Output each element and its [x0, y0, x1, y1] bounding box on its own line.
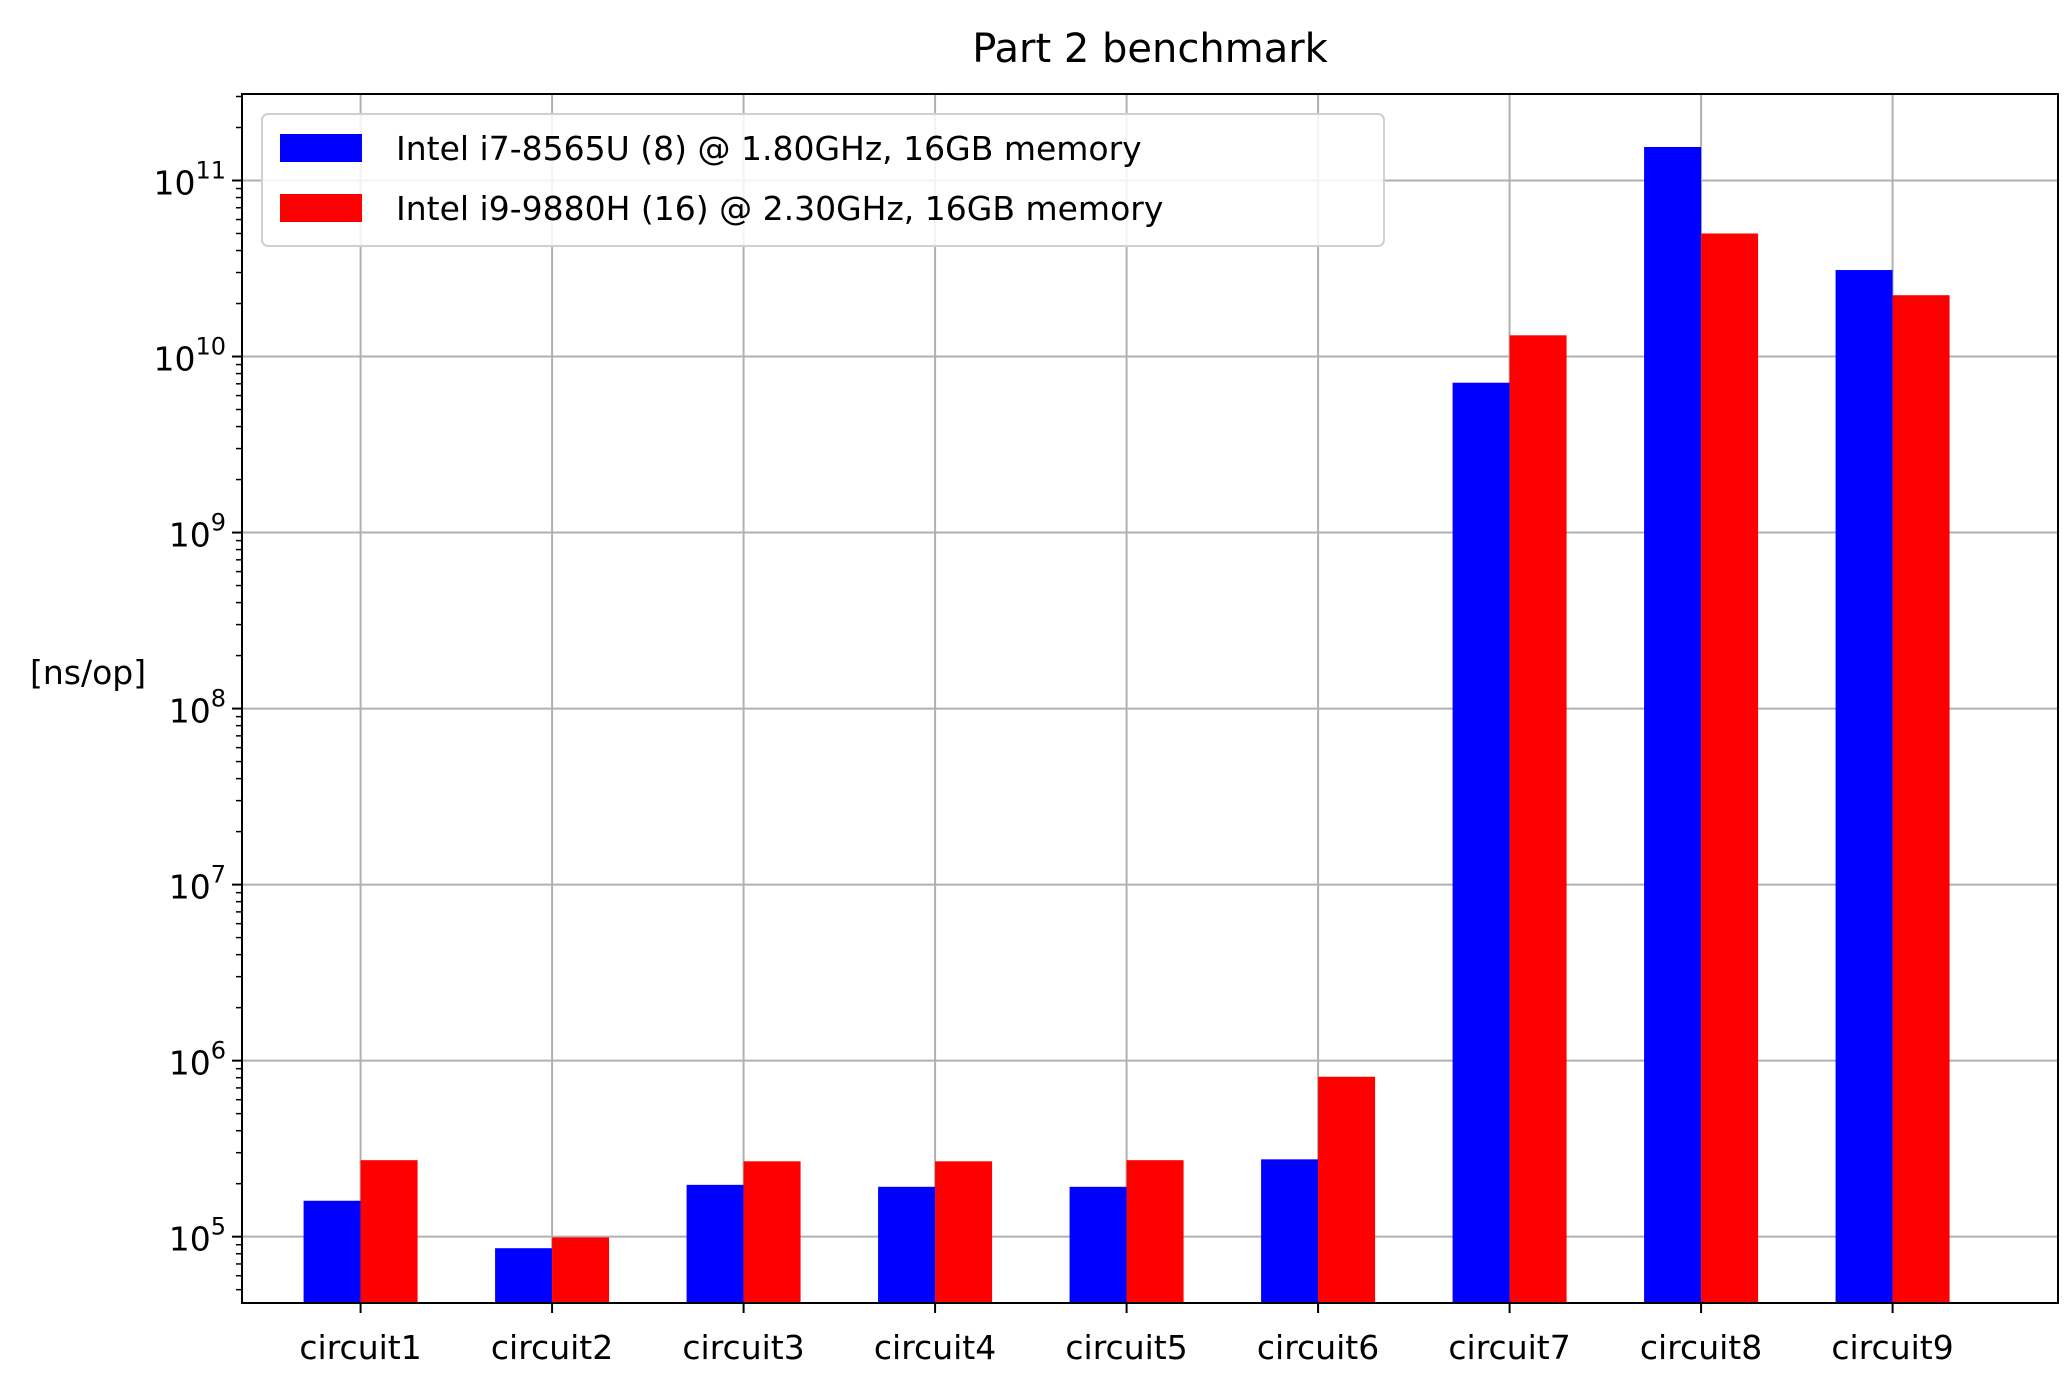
- legend: Intel i7-8565U (8) @ 1.80GHz, 16GB memor…: [261, 113, 1385, 247]
- x-tick-label: circuit1: [299, 1328, 421, 1367]
- bar-circuit4-series-1: [878, 1186, 936, 1303]
- bar-circuit6-series-1: [1261, 1159, 1319, 1303]
- bar-circuit8-series-2: [1701, 233, 1759, 1303]
- bar-circuit5-series-2: [1126, 1160, 1184, 1303]
- y-tick-label: 106: [169, 1037, 226, 1083]
- bar-circuit1-series-2: [360, 1160, 418, 1303]
- bar-circuit7-series-1: [1452, 382, 1510, 1303]
- x-tick-label: circuit8: [1640, 1328, 1762, 1367]
- bar-circuit3-series-1: [686, 1184, 744, 1303]
- legend-swatch-1: [280, 134, 362, 162]
- y-tick-label: 108: [169, 685, 226, 731]
- legend-swatch-2: [280, 194, 362, 222]
- x-axis: circuit1 circuit2 circuit3 circuit4 circuit5…: [299, 1303, 1954, 1367]
- x-tick-label: circuit7: [1448, 1328, 1570, 1367]
- legend-box: [261, 113, 1385, 247]
- bar-circuit3-series-2: [743, 1161, 801, 1303]
- bar-circuit9-series-1: [1835, 270, 1893, 1303]
- bar-circuit2-series-2: [552, 1237, 610, 1303]
- bar-circuit1-series-1: [303, 1200, 361, 1303]
- y-axis: 105 106 107 108 109 1010 1011: [153, 95, 242, 1291]
- legend-label-2: Intel i9-9880H (16) @ 2.30GHz, 16GB memo…: [396, 189, 1163, 228]
- bar-circuit7-series-2: [1509, 335, 1567, 1303]
- bar-circuit2-series-1: [495, 1248, 553, 1303]
- bar-circuit4-series-2: [935, 1161, 993, 1303]
- x-tick-label: circuit4: [874, 1328, 996, 1367]
- y-tick-label: 107: [169, 861, 226, 907]
- y-tick-label: 109: [169, 509, 226, 555]
- y-tick-label: 105: [169, 1213, 226, 1259]
- bar-circuit6-series-2: [1318, 1076, 1376, 1303]
- bar-circuit9-series-2: [1892, 295, 1950, 1303]
- y-tick-label: 1011: [153, 156, 226, 202]
- x-tick-label: circuit2: [491, 1328, 613, 1367]
- grid-lines: [242, 94, 2058, 1303]
- x-tick-label: circuit3: [682, 1328, 804, 1367]
- x-tick-label: circuit6: [1257, 1328, 1379, 1367]
- x-tick-label: circuit9: [1831, 1328, 1953, 1367]
- bars: [303, 146, 1950, 1303]
- bar-circuit5-series-1: [1069, 1186, 1127, 1303]
- x-tick-label: circuit5: [1065, 1328, 1187, 1367]
- bar-circuit8-series-1: [1644, 146, 1702, 1303]
- chart-title: Part 2 benchmark: [972, 26, 1328, 72]
- legend-label-1: Intel i7-8565U (8) @ 1.80GHz, 16GB memor…: [396, 129, 1142, 168]
- y-tick-label: 1010: [153, 333, 226, 379]
- plot-frame: [241, 93, 2059, 1304]
- y-axis-label: [ns/op]: [30, 653, 146, 692]
